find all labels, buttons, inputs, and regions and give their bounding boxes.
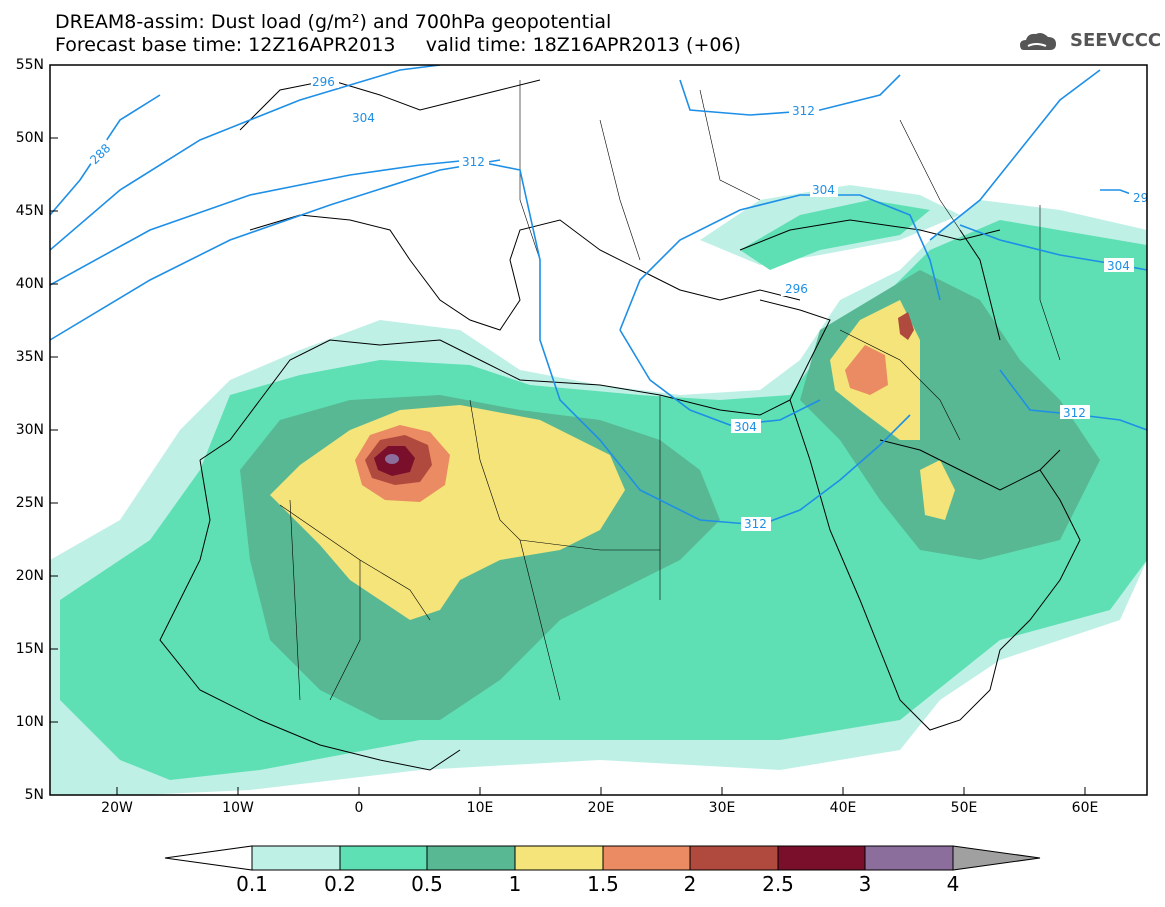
- colorbar-segment: [251, 845, 341, 871]
- colorbar-segment: [777, 845, 866, 871]
- lat-tick-label: 45N: [15, 203, 44, 219]
- lon-tick-label: 20W: [101, 800, 133, 816]
- lon-tick-label: 60E: [1071, 800, 1099, 816]
- contour-labels: 288 296 304 312 312 312 304 296 304 312 …: [85, 74, 1148, 531]
- lon-tick-label: 20E: [587, 800, 615, 816]
- lon-tick-label: 10E: [466, 800, 494, 816]
- lat-tick-label: 15N: [15, 641, 44, 657]
- dust-region-level5: [845, 345, 888, 395]
- colorbar-label: 0.2: [324, 872, 356, 896]
- svg-text:312: 312: [1063, 406, 1086, 420]
- svg-text:304: 304: [734, 420, 757, 434]
- lat-tick-label: 20N: [15, 568, 44, 584]
- svg-text:304: 304: [352, 111, 375, 125]
- colorbar-segment: [602, 845, 691, 871]
- svg-text:312: 312: [462, 155, 485, 169]
- colorbar-segment: [164, 845, 253, 871]
- map-title: DREAM8-assim: Dust load (g/m²) and 700hP…: [55, 11, 612, 33]
- colorbar-segment: [689, 845, 779, 871]
- dust-region-level4: [920, 460, 955, 520]
- colorbar-label: 1: [508, 872, 522, 896]
- colorbar-label: 1.5: [587, 872, 619, 896]
- svg-text:304: 304: [1107, 259, 1130, 273]
- coastlines: [159, 79, 1081, 771]
- colorbar-segment: [864, 845, 954, 871]
- svg-text:296: 296: [785, 282, 808, 296]
- svg-text:304: 304: [812, 183, 835, 197]
- colorbar-segment: [339, 845, 428, 871]
- lat-tick-label: 55N: [15, 57, 44, 73]
- lat-tick-label: 10N: [15, 714, 44, 730]
- colorbar: [164, 845, 1041, 871]
- lon-tick-label: 0: [354, 800, 364, 816]
- lon-tick-label: 10W: [222, 800, 254, 816]
- dust-region-level2: [740, 200, 930, 270]
- svg-text:296: 296: [312, 75, 335, 89]
- colorbar-label: 2: [683, 872, 697, 896]
- dust-region-level6: [898, 312, 914, 340]
- lon-tick-label: 30E: [708, 800, 736, 816]
- colorbar-label: 3: [858, 872, 872, 896]
- dust-region-level8: [385, 454, 399, 464]
- svg-text:29: 29: [1133, 191, 1148, 205]
- colorbar-segment: [952, 845, 1041, 871]
- axis-ticks: [50, 64, 1086, 796]
- map-subtitle: Forecast base time: 12Z16APR2013 valid t…: [55, 34, 741, 56]
- svg-text:312: 312: [744, 517, 767, 531]
- colorbar-label: 4: [946, 872, 960, 896]
- colorbar-segment: [514, 845, 604, 871]
- lat-tick-label: 35N: [15, 349, 44, 365]
- cloud-icon: [1020, 33, 1056, 50]
- logo-text: SEEVCCC: [1070, 30, 1162, 51]
- lon-tick-label: 50E: [950, 800, 978, 816]
- country-borders: [279, 80, 1061, 701]
- lat-tick-label: 40N: [15, 276, 44, 292]
- lat-tick-label: 30N: [15, 422, 44, 438]
- lat-tick-label: 25N: [15, 495, 44, 511]
- lat-tick-label: 50N: [15, 130, 44, 146]
- lat-tick-label: 5N: [24, 787, 44, 803]
- colorbar-label: 2.5: [762, 872, 794, 896]
- lon-tick-label: 40E: [829, 800, 857, 816]
- svg-text:312: 312: [792, 104, 815, 118]
- colorbar-label: 0.5: [411, 872, 443, 896]
- colorbar-segment: [426, 845, 516, 871]
- colorbar-label: 0.1: [236, 872, 268, 896]
